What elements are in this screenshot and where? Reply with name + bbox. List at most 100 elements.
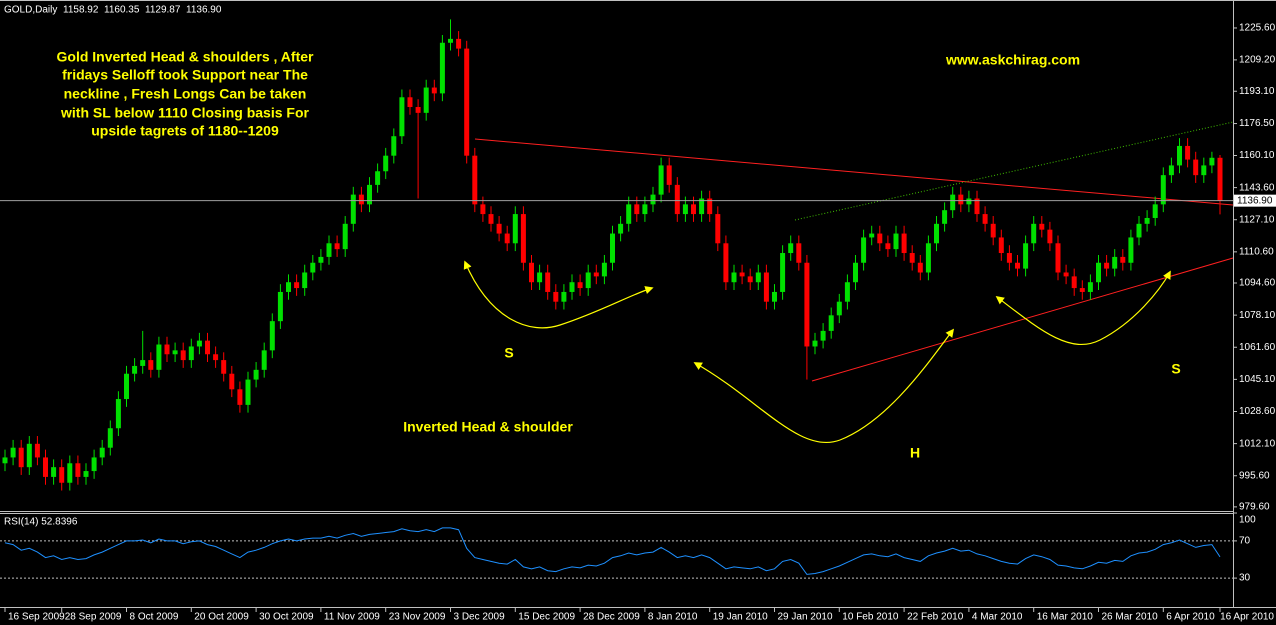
candle-body [480,204,486,215]
candle-body [148,360,154,370]
candle-body [1193,159,1199,176]
candle-body [869,233,875,238]
curved-arrow [995,270,1171,345]
candle-body [610,233,615,263]
x-tick-label: 16 Sep 2009 [8,612,65,623]
candle-body [67,463,73,483]
candle-body [1047,229,1053,244]
website: www.askchirag.com [945,52,1080,68]
candle-body [545,272,551,292]
candle-body [375,171,381,185]
candle-body [990,223,996,238]
candle-body [496,223,502,234]
candle-body [520,214,526,263]
candle-body [188,346,194,361]
candle-body [820,330,826,341]
candle-body [853,262,858,283]
candle-body [934,223,939,244]
candle-body [739,272,745,277]
candle-body [901,233,907,254]
candle-body [1023,243,1029,269]
y-tick-label: 1160.10 [1239,150,1275,161]
candle-body [755,272,761,283]
x-tick-label: 3 Dec 2009 [454,612,506,623]
x-tick-label: 6 Apr 2010 [1166,612,1215,623]
price-tag-label: 1136.90 [1237,195,1273,206]
candle-body [942,210,948,224]
candle-body [650,194,656,205]
candle-body [423,87,429,113]
rsi-line [4,527,1221,575]
candle-body [431,87,437,94]
note-line: neckline , Fresh Longs Can be taken [64,86,307,102]
curved-arrow [463,260,654,329]
candle-body [1168,165,1174,176]
y-tick-label: 1012.10 [1239,438,1276,449]
candle-body [1079,288,1085,292]
candle-body [294,282,300,289]
candle-body [1087,282,1093,292]
y-tick-label: 1028.60 [1239,406,1276,417]
candle-body [391,136,397,156]
note-line: upside tagrets of 1180--1209 [91,123,279,139]
candle-body [51,467,57,477]
candle-body [561,291,567,302]
candle-body [18,447,24,468]
candle-body [253,369,259,380]
candle-body [205,340,210,355]
x-tick-label: 16 Mar 2010 [1037,612,1094,623]
candle-body [334,243,340,250]
candle-body [286,282,291,292]
candle-body [958,194,964,205]
candle-body [399,97,405,137]
note-line: with SL below 1110 Closing basis For [60,105,309,121]
candle-body [861,237,867,263]
head-label: H [910,445,920,461]
candle-body [448,38,453,43]
candle-body [909,253,915,263]
candle-body [180,350,186,361]
candle-body [99,447,105,458]
candle-body [618,223,624,234]
candle-body [34,443,40,458]
candle-body [26,443,32,468]
x-tick-label: 28 Dec 2009 [583,612,640,623]
shoulder-label: S [1171,361,1180,377]
candle-body [261,350,267,370]
candle-body [1071,276,1077,289]
candle-body [796,243,802,263]
rsi-tick-label: 100 [1239,515,1256,526]
rsi-tick-label: 30 [1239,573,1251,584]
candle-body [504,233,510,244]
y-tick-label: 979.60 [1239,502,1270,513]
candle-body [634,204,640,215]
x-tick-label: 23 Nov 2009 [389,612,446,623]
candle-body [577,282,583,289]
candle-body [415,107,421,113]
rsi-tick-label: 70 [1239,536,1251,547]
candle-body [982,214,988,224]
candle-body [156,344,162,370]
rsi-label: RSI(14) 52.8396 [4,517,78,528]
candle-body [836,301,842,316]
candle-body [601,262,607,277]
candle-body [75,463,81,477]
candle-body [229,373,235,390]
x-tick-label: 15 Dec 2009 [518,612,575,623]
candle-body [107,428,113,448]
quote-low: 1129.87 [145,5,181,16]
candle-body [83,471,89,477]
candle-body [893,233,899,250]
candle-body [763,272,769,302]
candle-body [828,315,834,331]
x-tick-label: 19 Jan 2010 [713,612,768,623]
candle-body [237,389,243,405]
curved-arrow [693,328,955,443]
y-tick-label: 1110.60 [1239,246,1274,257]
candle-body [1104,262,1110,269]
candle-body [1185,145,1191,160]
candle-body [318,256,324,263]
x-tick-label: 26 Mar 2010 [1102,612,1159,623]
y-tick-label: 1193.10 [1239,86,1275,97]
candle-body [213,354,219,361]
